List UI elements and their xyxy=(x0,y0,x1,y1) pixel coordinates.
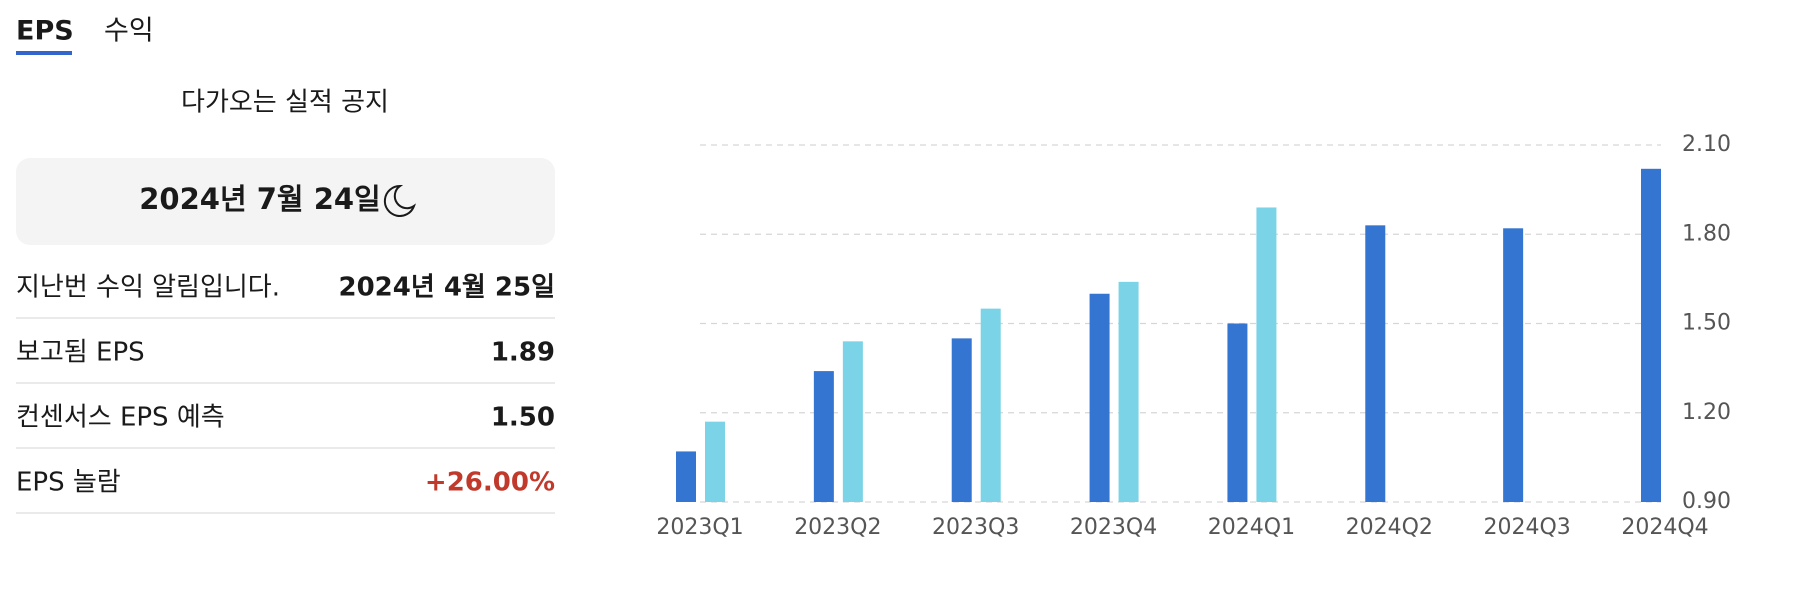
y-tick-label: 1.80 xyxy=(1682,221,1731,246)
x-tick-label: 2023Q3 xyxy=(932,515,1019,540)
bar xyxy=(705,421,725,502)
tab-underline xyxy=(16,51,72,55)
tab[interactable]: 수익 xyxy=(104,16,154,47)
row-label: 컨센서스 EPS 예측 xyxy=(16,403,225,433)
row-value: +26.00% xyxy=(425,468,555,498)
x-tick-label: 2023Q1 xyxy=(656,515,743,540)
x-tick-label: 2023Q4 xyxy=(1070,515,1157,540)
row-value: 1.50 xyxy=(491,403,555,433)
bar xyxy=(1089,293,1110,502)
bar xyxy=(951,338,972,502)
moon-icon xyxy=(383,184,416,217)
row-label: 지난번 수익 알림입니다. xyxy=(16,273,280,303)
x-tick-label: 2024Q3 xyxy=(1483,515,1570,540)
row-label: EPS 놀람 xyxy=(16,468,121,498)
x-tick-label: 2024Q2 xyxy=(1346,515,1433,540)
bar xyxy=(980,308,1001,502)
x-tick-label: 2024Q1 xyxy=(1208,515,1295,540)
y-tick-label: 1.20 xyxy=(1682,400,1731,425)
upcoming-title: 다가오는 실적 공지 xyxy=(181,88,389,118)
row-value: 2024년 4월 25일 xyxy=(339,273,556,303)
bar xyxy=(1641,168,1661,503)
y-tick-label: 2.10 xyxy=(1682,132,1731,157)
bar xyxy=(1365,225,1386,502)
tab[interactable]: EPS xyxy=(16,16,74,47)
bar xyxy=(676,451,696,502)
x-tick-label: 2024Q4 xyxy=(1621,515,1708,540)
bar xyxy=(842,341,863,502)
row-label: 보고됨 EPS xyxy=(16,338,145,368)
upcoming-date: 2024년 7월 24일 xyxy=(139,182,380,216)
bar xyxy=(813,371,834,502)
bar xyxy=(1118,281,1139,502)
date-box xyxy=(16,158,555,245)
bar xyxy=(1503,228,1524,503)
y-tick-label: 0.90 xyxy=(1682,489,1731,514)
bar xyxy=(1256,207,1277,502)
y-tick-label: 1.50 xyxy=(1682,311,1731,336)
row-value: 1.89 xyxy=(491,338,555,368)
x-tick-label: 2023Q2 xyxy=(794,515,881,540)
bar xyxy=(1227,323,1248,502)
